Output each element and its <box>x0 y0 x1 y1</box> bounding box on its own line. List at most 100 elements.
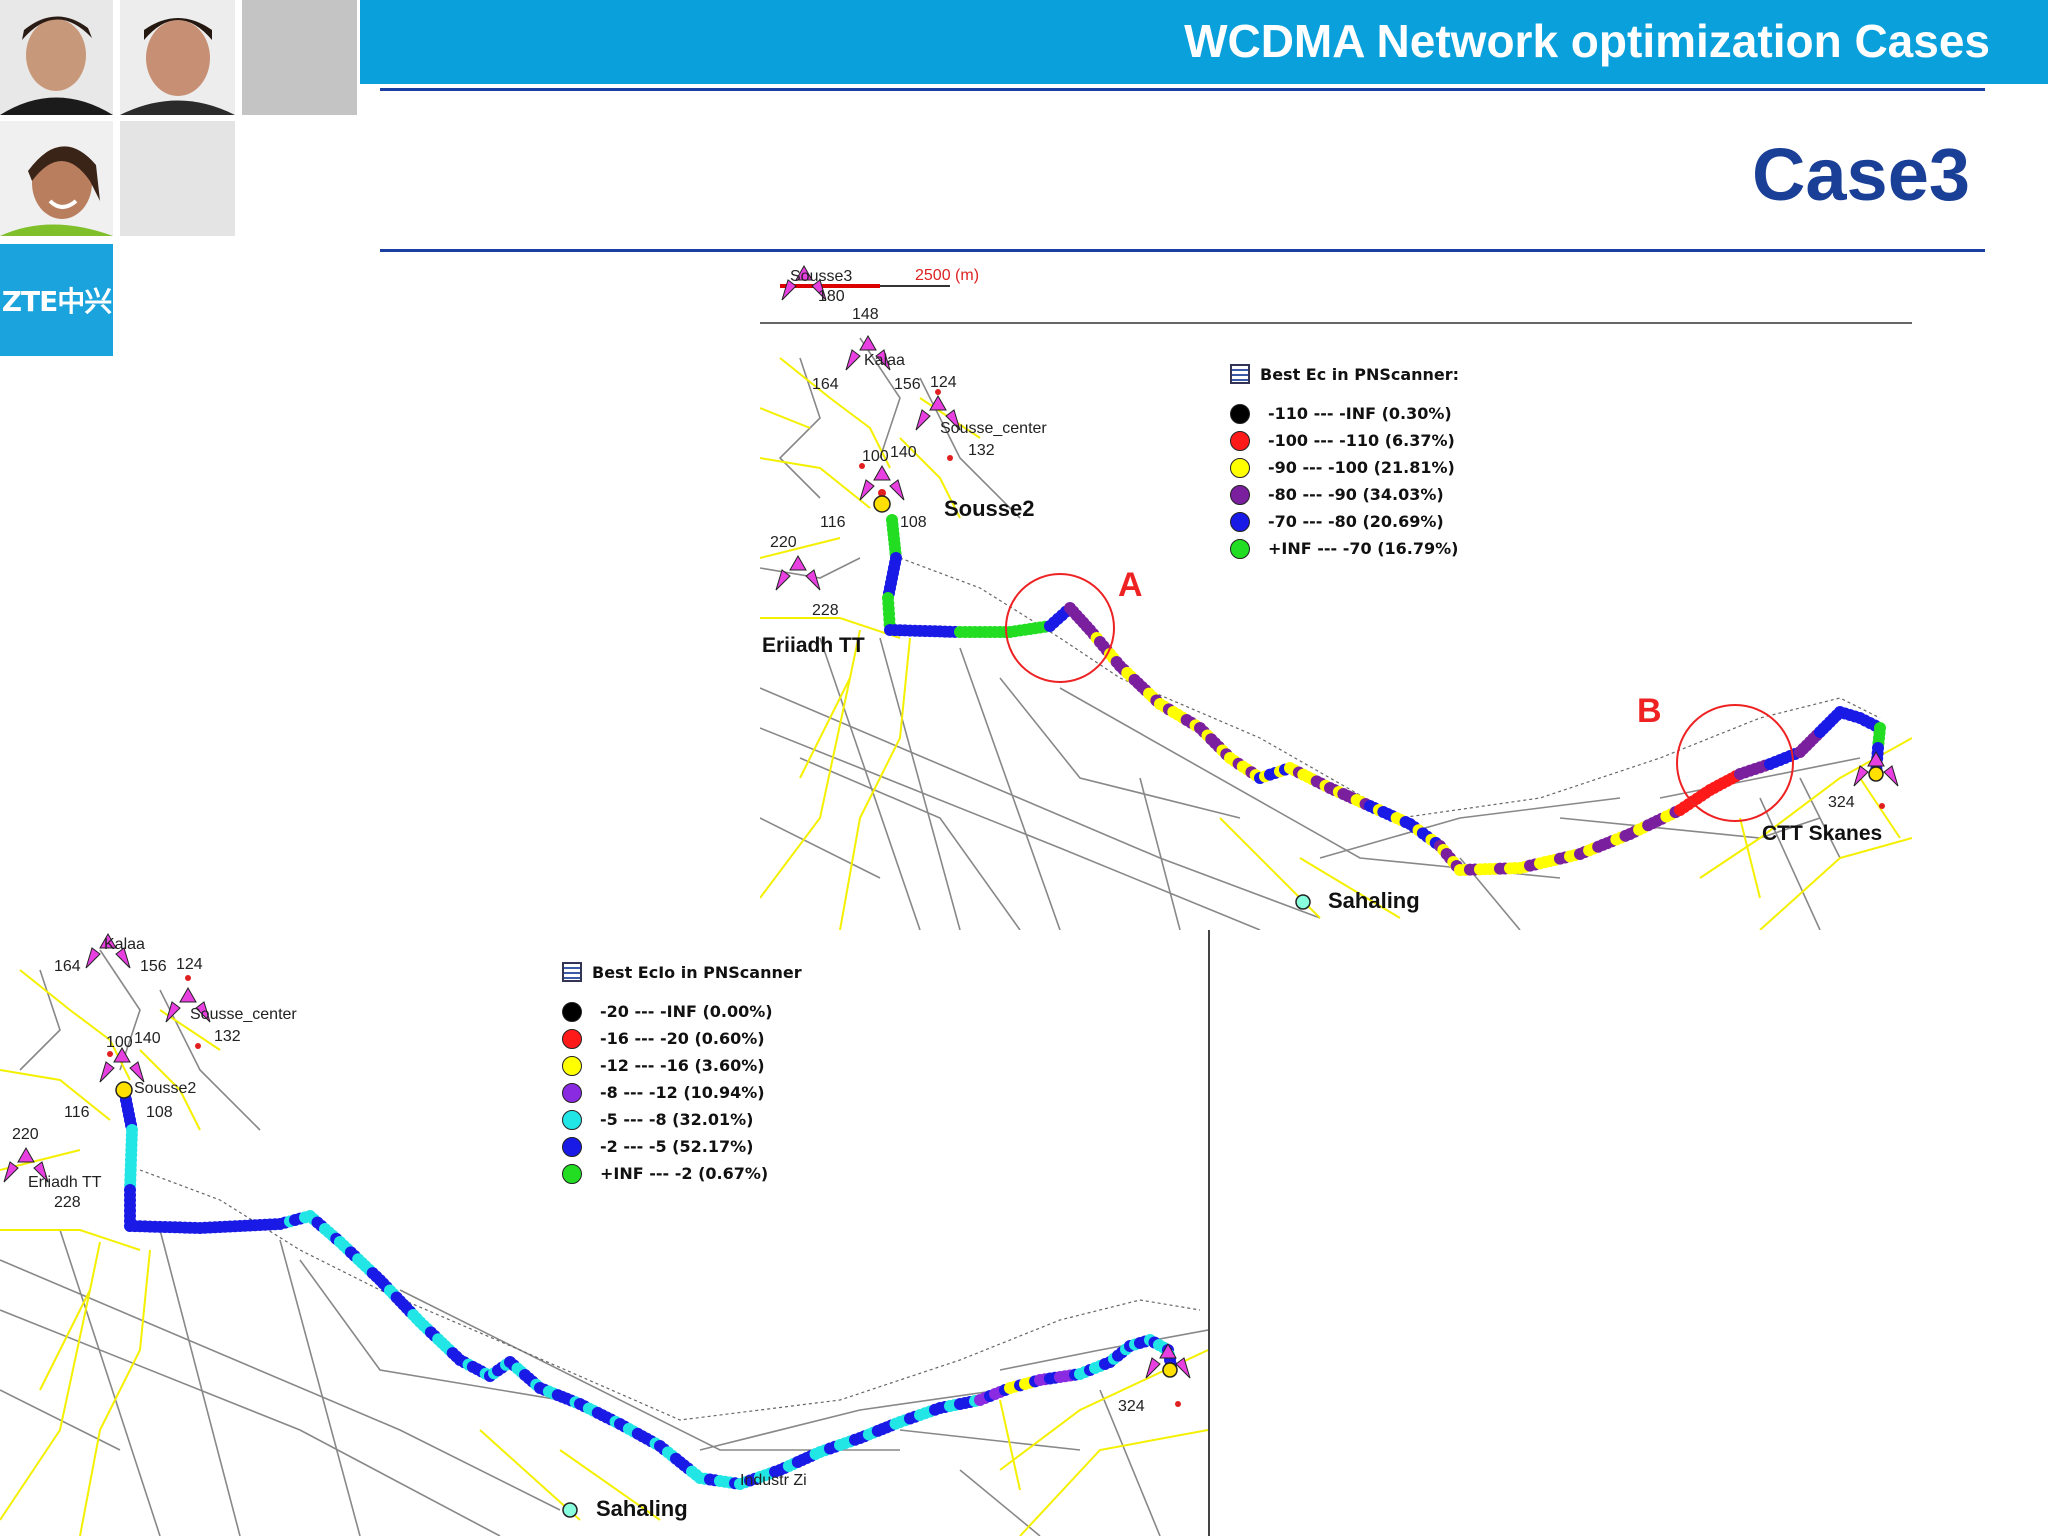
legend-label: -90 --- -100 (21.81%) <box>1268 458 1455 477</box>
label-b-sousse-center: Sousse_center <box>190 1006 297 1023</box>
label-num-180: 180 <box>818 288 845 305</box>
label-b-eriiadh: Eriiadh TT <box>28 1174 102 1191</box>
best-ec-legend-row: -90 --- -100 (21.81%) <box>1230 454 1459 481</box>
marker-a: A <box>1118 566 1143 604</box>
label-sahaling: Sahaling <box>1328 888 1420 913</box>
best-ec-legend-row: +INF --- -70 (16.79%) <box>1230 535 1459 562</box>
legend-color-dot-icon <box>562 1055 582 1076</box>
map-best-ec: Sousse3 2500 (m) 180 148 Kalaa 164 156 1… <box>760 258 1912 930</box>
label-b-num-228: 228 <box>54 1194 81 1211</box>
label-b-num-124: 124 <box>176 956 203 973</box>
label-ctt-skanes: CTT Skanes <box>1762 822 1883 845</box>
legend-label: -12 --- -16 (3.60%) <box>600 1056 765 1075</box>
label-b-num-108: 108 <box>146 1104 173 1121</box>
photo-person-1 <box>0 0 113 115</box>
legend-color-dot-icon <box>1230 484 1250 505</box>
map-best-ecio-roads <box>0 932 1208 1536</box>
label-b-num-132: 132 <box>214 1028 241 1045</box>
label-num-220: 220 <box>770 534 797 551</box>
label-sousse-center: Sousse_center <box>940 420 1047 437</box>
map-best-ec-roads <box>760 264 1912 930</box>
legend-label: -5 --- -8 (32.01%) <box>600 1110 754 1129</box>
label-sousse2: Sousse2 <box>944 496 1035 521</box>
label-num-324: 324 <box>1828 794 1855 811</box>
best-ecio-legend-row: -8 --- -12 (10.94%) <box>562 1079 802 1106</box>
drive-test-route-top <box>882 514 1886 876</box>
label-num-140: 140 <box>890 444 917 461</box>
label-num-100: 100 <box>862 448 889 465</box>
marker-b: B <box>1637 692 1662 730</box>
label-b-sousse2: Sousse2 <box>134 1080 197 1097</box>
header-banner: WCDMA Network optimization Cases <box>360 0 2048 84</box>
photo-tile-grey <box>242 0 357 115</box>
label-b-num-220: 220 <box>12 1126 39 1143</box>
best-ec-legend-row: -70 --- -80 (20.69%) <box>1230 508 1459 535</box>
best-ecio-legend-row: +INF --- -2 (0.67%) <box>562 1160 802 1187</box>
label-b-num-140: 140 <box>134 1030 161 1047</box>
legend-label: -80 --- -90 (34.03%) <box>1268 485 1444 504</box>
legend-color-dot-icon <box>562 1028 582 1049</box>
legend-color-dot-icon <box>562 1082 582 1103</box>
site-symbols-top <box>775 264 1899 787</box>
label-scale: 2500 (m) <box>915 267 980 284</box>
bottom-divider <box>380 249 1985 252</box>
map-best-ecio: Kalaa 164 156 124 Sousse_center 140 100 … <box>0 930 1210 1536</box>
legend-label: -110 --- -INF (0.30%) <box>1268 404 1452 423</box>
case-title: Case3 <box>1751 133 1970 216</box>
legend-label: +INF --- -2 (0.67%) <box>600 1164 769 1183</box>
site-symbols-bottom <box>3 932 1191 1379</box>
label-num-164: 164 <box>812 376 839 393</box>
legend-label: -8 --- -12 (10.94%) <box>600 1083 765 1102</box>
legend-title: Best EcIo in PNScanner <box>592 962 802 982</box>
legend-color-dot-icon <box>562 1109 582 1130</box>
label-b-num-164: 164 <box>54 958 81 975</box>
label-num-108: 108 <box>900 514 927 531</box>
best-ecio-legend-row: -2 --- -5 (52.17%) <box>562 1133 802 1160</box>
legend-best-ec: Best Ec in PNScanner: -110 --- -INF (0.3… <box>1230 364 1459 562</box>
top-divider <box>380 88 1985 91</box>
legend-label: -16 --- -20 (0.60%) <box>600 1029 765 1048</box>
legend-color-dot-icon <box>1230 511 1250 532</box>
label-b-industr: Industr Zi <box>740 1472 807 1489</box>
best-ecio-legend-row: -16 --- -20 (0.60%) <box>562 1025 802 1052</box>
best-ec-legend-row: -80 --- -90 (34.03%) <box>1230 481 1459 508</box>
legend-color-dot-icon <box>562 1001 582 1022</box>
label-num-156: 156 <box>894 376 921 393</box>
label-b-num-100: 100 <box>106 1034 133 1051</box>
photo-person-3 <box>0 121 113 236</box>
legend-label: -100 --- -110 (6.37%) <box>1268 431 1455 450</box>
label-b-sahaling: Sahaling <box>596 1496 688 1521</box>
label-num-132: 132 <box>968 442 995 459</box>
label-num-116: 116 <box>820 514 846 531</box>
label-num-228: 228 <box>812 602 839 619</box>
label-sousse3: Sousse3 <box>790 268 853 285</box>
legend-color-dot-icon <box>1230 430 1250 451</box>
legend-color-dot-icon <box>1230 403 1250 424</box>
label-num-148: 148 <box>852 306 879 323</box>
label-kalaa: Kalaa <box>864 352 905 369</box>
legend-color-dot-icon <box>1230 538 1250 559</box>
photo-tile-light <box>120 121 235 236</box>
label-b-num-324: 324 <box>1118 1398 1145 1415</box>
legend-label: -2 --- -5 (52.17%) <box>600 1137 754 1156</box>
best-ec-legend-row: -100 --- -110 (6.37%) <box>1230 427 1459 454</box>
legend-list-icon <box>562 962 582 982</box>
label-b-num-156: 156 <box>140 958 167 975</box>
zte-logo: ZTE中兴 <box>0 244 113 356</box>
legend-label: +INF --- -70 (16.79%) <box>1268 539 1459 558</box>
legend-color-dot-icon <box>562 1163 582 1184</box>
label-eriiadh: Eriiadh TT <box>762 634 865 657</box>
legend-color-dot-icon <box>1230 457 1250 478</box>
best-ecio-legend-row: -12 --- -16 (3.60%) <box>562 1052 802 1079</box>
legend-color-dot-icon <box>562 1136 582 1157</box>
legend-label: -70 --- -80 (20.69%) <box>1268 512 1444 531</box>
best-ec-legend-row: -110 --- -INF (0.30%) <box>1230 400 1459 427</box>
label-b-num-116: 116 <box>64 1104 90 1121</box>
slide-header-title: WCDMA Network optimization Cases <box>1184 15 1990 67</box>
legend-title: Best Ec in PNScanner: <box>1260 364 1460 384</box>
drive-test-route-bottom <box>118 1084 1177 1490</box>
legend-list-icon <box>1230 364 1250 384</box>
label-num-124: 124 <box>930 374 957 391</box>
legend-best-ecio: Best EcIo in PNScanner -20 --- -INF (0.0… <box>562 962 802 1187</box>
best-ecio-legend-row: -20 --- -INF (0.00%) <box>562 998 802 1025</box>
